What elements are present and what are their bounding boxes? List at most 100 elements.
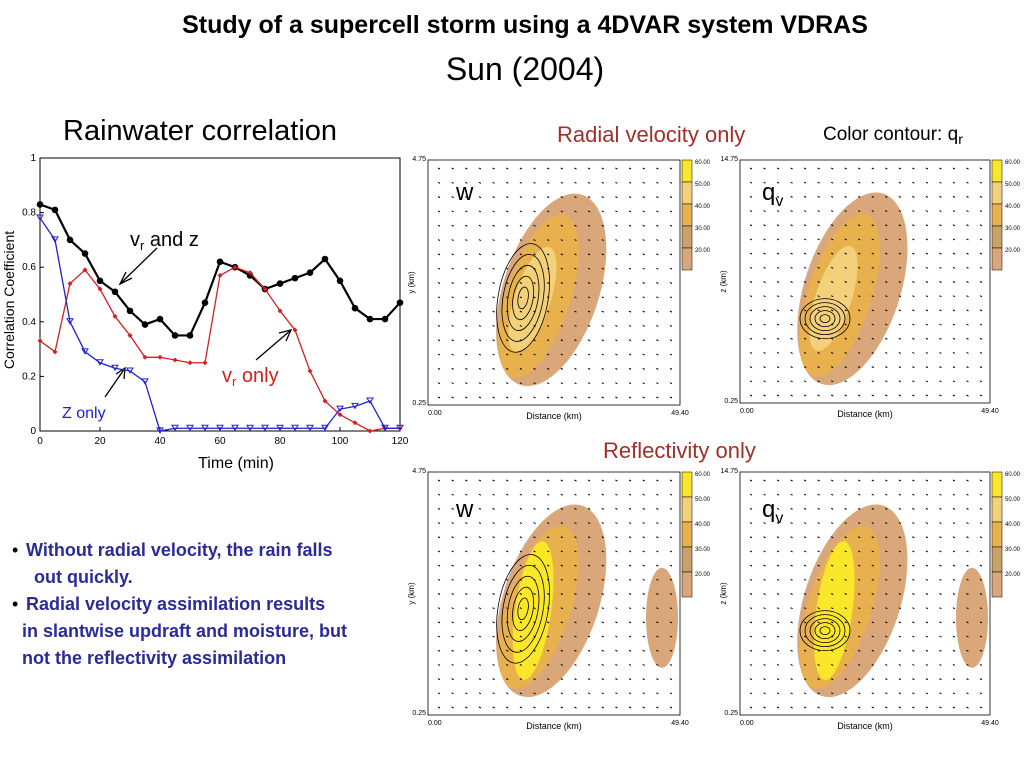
colorbar-label: 60.00 [1005,160,1021,166]
vector [669,267,673,270]
vector [749,479,753,482]
vector [601,296,604,299]
vector [790,337,793,340]
vector [615,267,618,270]
vector [925,351,929,354]
vector [803,493,807,496]
point [67,281,73,287]
vector [979,295,983,298]
vector [601,522,604,525]
vector [574,296,577,299]
vector [615,253,618,256]
vector [763,536,766,539]
vector [546,367,550,370]
vector [776,678,780,681]
slide-subtitle: Sun (2004) [446,51,604,87]
vector [817,621,820,624]
vector [533,167,536,170]
panel-label-part: w [455,496,474,523]
vector [560,181,564,184]
vector [817,181,820,184]
vector [465,607,468,610]
y-tick-label: 0.6 [22,262,36,273]
vector [656,607,659,610]
vector [925,167,929,170]
contour [512,275,535,321]
vector [830,479,834,482]
vector [519,181,523,184]
contour [799,610,851,652]
vector [574,607,577,610]
vector [763,224,766,227]
vector [669,479,673,482]
point [171,424,179,432]
vector [478,167,482,170]
colorbar-segment [681,571,693,598]
vector [871,593,874,595]
vector [763,351,766,354]
vector [451,479,454,482]
vector [533,507,536,510]
vector [669,396,673,399]
vector [817,210,820,213]
vector [898,238,902,241]
vector [615,493,618,496]
vector [506,692,509,695]
vector [912,493,915,496]
point [96,359,104,366]
vector [749,522,753,525]
vector [546,522,550,525]
vector [478,210,482,213]
vector [858,380,861,383]
vector [560,353,564,356]
vector [451,692,454,695]
vector [656,479,659,482]
heading-text: Color contour: q [823,124,958,145]
vector [939,536,942,539]
vector [587,607,591,610]
vector [587,339,591,342]
y-tick-label: 0.4 [22,317,36,328]
vector [656,353,659,356]
vector [749,309,753,312]
vector [979,522,983,525]
point [66,236,74,244]
vector [492,382,495,385]
vector [669,522,673,525]
vector [574,578,577,581]
vector [776,238,780,241]
vector [628,578,632,581]
vector [952,210,956,213]
vector [830,366,834,369]
vector [560,493,564,496]
vector [776,380,780,383]
vector [871,366,874,369]
x-tick-label: 20 [94,436,106,447]
vector [437,621,441,624]
vector [465,649,468,652]
vector [979,550,983,553]
vector [898,224,902,227]
vector [763,706,766,709]
vector [776,323,780,326]
vector [560,367,564,370]
vector [925,337,929,340]
point [247,270,253,276]
vector [451,267,454,270]
vector [830,238,834,241]
vector [952,479,956,482]
vector [885,351,888,354]
vector [465,593,468,595]
point [66,318,74,325]
vector [451,253,454,256]
vector [601,282,604,284]
vector [858,706,861,709]
vector [749,564,753,567]
vector [519,649,523,652]
vector [478,550,482,553]
vector [885,550,888,553]
contour [809,618,841,644]
vector [763,337,766,340]
vector [574,396,577,399]
vector [885,507,888,510]
